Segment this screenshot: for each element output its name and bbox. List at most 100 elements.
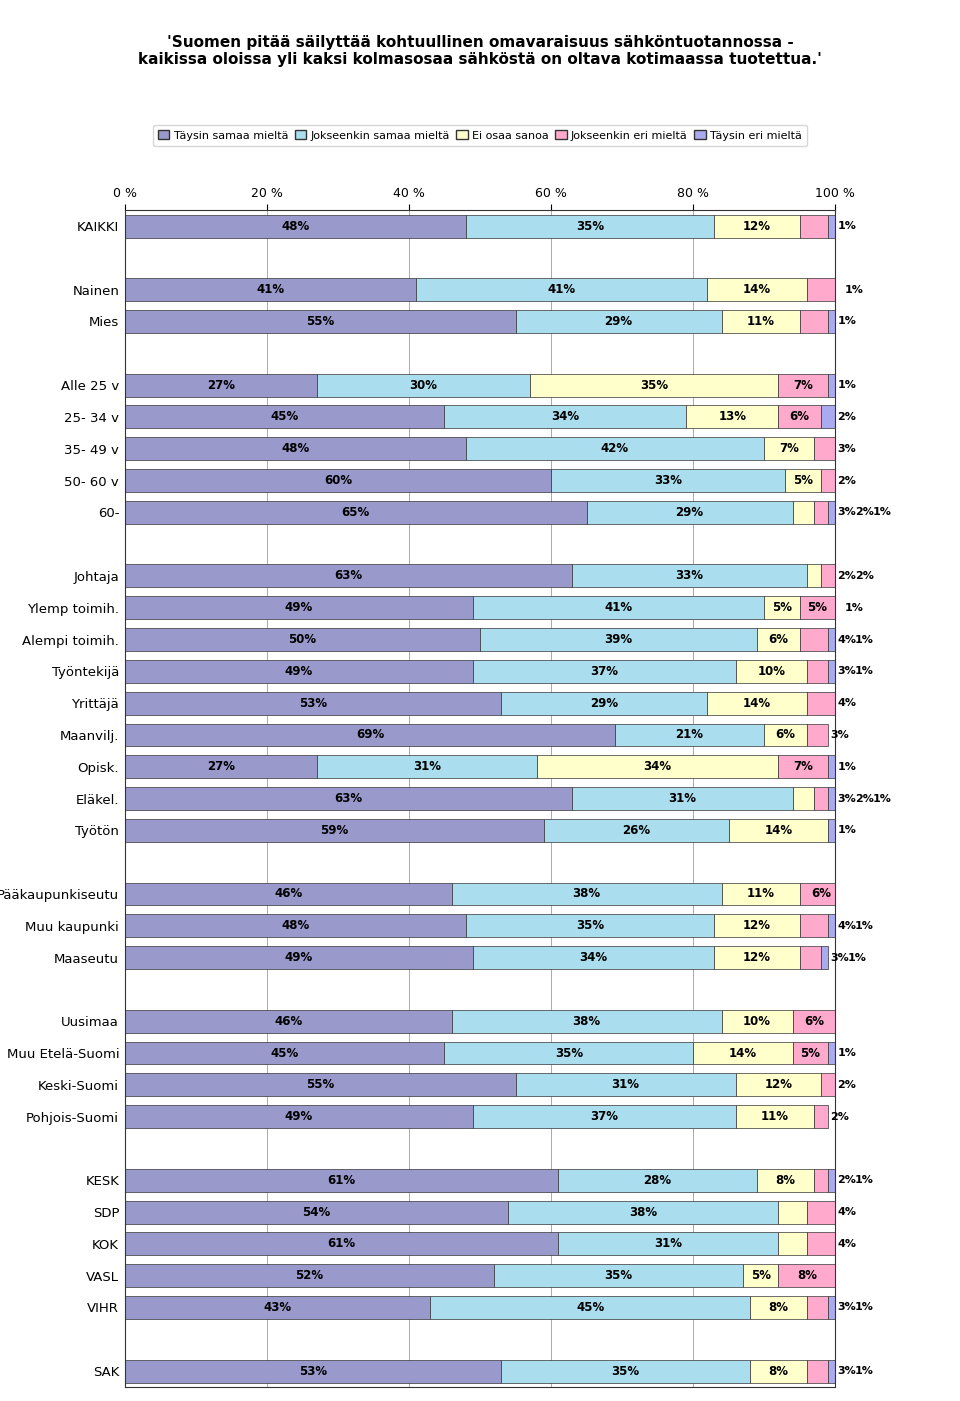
- Text: 49%: 49%: [285, 1110, 313, 1124]
- Bar: [779, 1201, 806, 1223]
- Text: 46%: 46%: [274, 1014, 302, 1028]
- Text: 39%: 39%: [605, 633, 633, 646]
- Bar: [835, 597, 842, 619]
- Bar: [735, 1105, 814, 1128]
- Bar: [821, 1073, 835, 1096]
- Text: 3%: 3%: [837, 793, 856, 804]
- Bar: [821, 469, 835, 492]
- Bar: [572, 787, 793, 810]
- Text: 5%: 5%: [751, 1269, 771, 1282]
- Text: 2%: 2%: [837, 572, 856, 581]
- Text: 65%: 65%: [342, 506, 370, 518]
- Bar: [828, 628, 835, 651]
- Text: 8%: 8%: [768, 1365, 788, 1377]
- Bar: [814, 502, 828, 524]
- Text: 1%: 1%: [855, 1303, 874, 1313]
- Bar: [757, 1168, 814, 1192]
- Text: 41%: 41%: [605, 601, 633, 614]
- Text: 2%: 2%: [855, 507, 874, 517]
- Bar: [708, 279, 806, 301]
- Text: 1%: 1%: [837, 825, 856, 835]
- Bar: [125, 437, 466, 460]
- Text: 43%: 43%: [263, 1302, 292, 1314]
- Bar: [828, 214, 835, 238]
- Text: 28%: 28%: [643, 1174, 672, 1187]
- Text: 1%: 1%: [837, 317, 856, 326]
- Text: 1%: 1%: [873, 793, 892, 804]
- Text: 4%: 4%: [837, 920, 856, 930]
- Text: 49%: 49%: [285, 665, 313, 678]
- Text: 31%: 31%: [612, 1079, 639, 1091]
- Bar: [558, 1233, 779, 1255]
- Bar: [708, 692, 806, 715]
- Bar: [572, 565, 806, 587]
- Bar: [125, 660, 473, 682]
- Bar: [800, 628, 828, 651]
- Text: 5%: 5%: [793, 474, 813, 488]
- Bar: [558, 1168, 757, 1192]
- Text: 14%: 14%: [743, 283, 771, 296]
- Text: 41%: 41%: [256, 283, 284, 296]
- Bar: [821, 565, 835, 587]
- Text: 4%: 4%: [837, 1208, 856, 1217]
- Bar: [806, 723, 828, 747]
- Text: 8%: 8%: [776, 1174, 796, 1187]
- Bar: [814, 1105, 828, 1128]
- Text: 1%: 1%: [837, 762, 856, 772]
- Text: 1%: 1%: [855, 635, 874, 644]
- Bar: [125, 469, 551, 492]
- Bar: [757, 628, 800, 651]
- Bar: [785, 469, 821, 492]
- Text: 35%: 35%: [605, 1269, 633, 1282]
- Text: 35%: 35%: [555, 1047, 583, 1059]
- Text: 54%: 54%: [302, 1205, 331, 1219]
- Bar: [828, 755, 835, 778]
- Bar: [793, 502, 814, 524]
- Text: 69%: 69%: [356, 729, 384, 741]
- Bar: [501, 1359, 750, 1383]
- Bar: [750, 1296, 806, 1318]
- Bar: [828, 1041, 835, 1065]
- Bar: [125, 1073, 516, 1096]
- Text: 21%: 21%: [676, 729, 704, 741]
- Text: 27%: 27%: [206, 378, 234, 392]
- Text: 35%: 35%: [576, 220, 604, 233]
- Text: 61%: 61%: [327, 1174, 355, 1187]
- Text: 34%: 34%: [551, 410, 579, 423]
- Bar: [800, 597, 835, 619]
- Text: 35%: 35%: [640, 378, 668, 392]
- Text: 11%: 11%: [747, 315, 775, 328]
- Text: 33%: 33%: [655, 474, 683, 488]
- Bar: [828, 820, 835, 842]
- Text: 12%: 12%: [743, 220, 771, 233]
- Bar: [473, 1105, 735, 1128]
- Bar: [828, 1296, 835, 1318]
- Text: 53%: 53%: [299, 1365, 327, 1377]
- Text: 5%: 5%: [807, 601, 828, 614]
- Bar: [814, 437, 835, 460]
- Text: 59%: 59%: [321, 824, 348, 836]
- Bar: [821, 946, 828, 969]
- Bar: [806, 1201, 835, 1223]
- Text: 6%: 6%: [804, 1014, 824, 1028]
- Bar: [779, 1233, 806, 1255]
- Bar: [806, 279, 835, 301]
- Bar: [828, 502, 835, 524]
- Text: 34%: 34%: [580, 951, 608, 964]
- Text: 5%: 5%: [772, 601, 792, 614]
- Bar: [516, 310, 722, 333]
- Bar: [544, 820, 729, 842]
- Bar: [714, 214, 800, 238]
- Bar: [806, 692, 835, 715]
- Text: 41%: 41%: [547, 283, 576, 296]
- Bar: [686, 405, 779, 429]
- Text: 61%: 61%: [327, 1237, 355, 1250]
- Bar: [729, 820, 828, 842]
- Text: 38%: 38%: [630, 1205, 658, 1219]
- Text: 55%: 55%: [306, 1079, 334, 1091]
- Bar: [125, 915, 466, 937]
- Bar: [735, 660, 806, 682]
- Bar: [125, 1041, 444, 1065]
- Text: 3%: 3%: [837, 507, 856, 517]
- Bar: [473, 660, 735, 682]
